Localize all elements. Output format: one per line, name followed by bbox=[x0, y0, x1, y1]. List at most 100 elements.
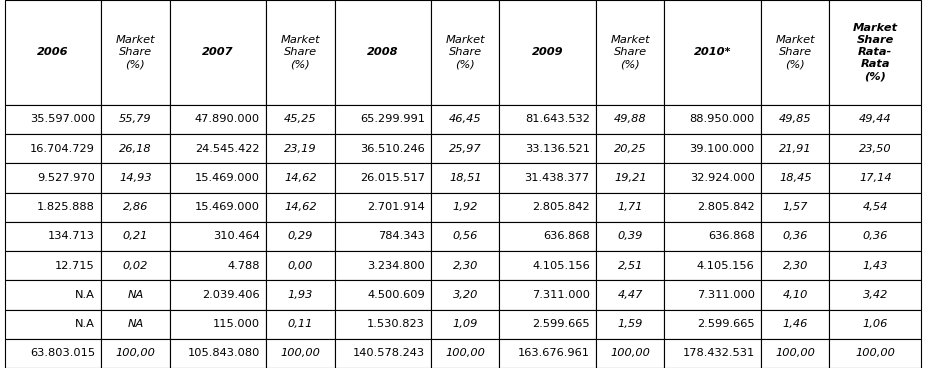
Bar bbox=[334, 339, 432, 368]
Text: N.A: N.A bbox=[75, 290, 95, 300]
Text: 26.015.517: 26.015.517 bbox=[360, 173, 425, 183]
Bar bbox=[830, 280, 921, 309]
Bar bbox=[761, 105, 830, 134]
Bar bbox=[830, 192, 921, 222]
Text: 1.825.888: 1.825.888 bbox=[37, 202, 95, 212]
Bar bbox=[596, 134, 665, 163]
Text: 45,25: 45,25 bbox=[284, 114, 317, 124]
Bar bbox=[665, 309, 761, 339]
Text: 35.597.000: 35.597.000 bbox=[30, 114, 95, 124]
Bar bbox=[499, 339, 596, 368]
Bar bbox=[499, 309, 596, 339]
Text: 1,06: 1,06 bbox=[863, 319, 888, 329]
Text: 46,45: 46,45 bbox=[449, 114, 482, 124]
Text: 1,57: 1,57 bbox=[782, 202, 808, 212]
Bar bbox=[169, 339, 267, 368]
Bar bbox=[169, 309, 267, 339]
Bar bbox=[169, 222, 267, 251]
Text: 4,54: 4,54 bbox=[863, 202, 888, 212]
Text: 134.713: 134.713 bbox=[48, 231, 95, 241]
Bar bbox=[334, 192, 432, 222]
Bar bbox=[432, 134, 499, 163]
Text: 7.311.000: 7.311.000 bbox=[532, 290, 590, 300]
Text: 21,91: 21,91 bbox=[779, 144, 811, 154]
Text: 47.890.000: 47.890.000 bbox=[194, 114, 260, 124]
Bar bbox=[267, 134, 334, 163]
Text: 49,88: 49,88 bbox=[614, 114, 646, 124]
Bar bbox=[169, 280, 267, 309]
Text: 1.530.823: 1.530.823 bbox=[367, 319, 425, 329]
Bar bbox=[5, 251, 102, 280]
Text: 16.704.729: 16.704.729 bbox=[30, 144, 95, 154]
Text: 100,00: 100,00 bbox=[116, 348, 156, 358]
Bar bbox=[334, 222, 432, 251]
Bar bbox=[5, 280, 102, 309]
Text: Market
Share
(%): Market Share (%) bbox=[116, 35, 156, 70]
Bar bbox=[432, 280, 499, 309]
Text: 14,93: 14,93 bbox=[119, 173, 152, 183]
Bar bbox=[267, 339, 334, 368]
Text: 0,11: 0,11 bbox=[288, 319, 313, 329]
Bar bbox=[432, 251, 499, 280]
Bar bbox=[499, 222, 596, 251]
Text: 0,36: 0,36 bbox=[863, 231, 888, 241]
Bar bbox=[334, 163, 432, 192]
Text: 49,44: 49,44 bbox=[859, 114, 892, 124]
Bar bbox=[169, 0, 267, 105]
Bar bbox=[432, 339, 499, 368]
Text: 14,62: 14,62 bbox=[284, 202, 317, 212]
Bar bbox=[499, 105, 596, 134]
Bar bbox=[334, 134, 432, 163]
Text: 1,43: 1,43 bbox=[863, 261, 888, 271]
Text: 0,29: 0,29 bbox=[288, 231, 313, 241]
Bar bbox=[761, 192, 830, 222]
Text: 115.000: 115.000 bbox=[213, 319, 260, 329]
Text: 3,42: 3,42 bbox=[863, 290, 888, 300]
Text: 0,00: 0,00 bbox=[288, 261, 313, 271]
Bar bbox=[665, 134, 761, 163]
Text: 14,62: 14,62 bbox=[284, 173, 317, 183]
Bar bbox=[499, 192, 596, 222]
Bar bbox=[267, 309, 334, 339]
Bar bbox=[665, 222, 761, 251]
Bar bbox=[267, 251, 334, 280]
Text: 1,93: 1,93 bbox=[288, 290, 313, 300]
Bar bbox=[499, 0, 596, 105]
Text: 2.599.665: 2.599.665 bbox=[532, 319, 590, 329]
Text: 784.343: 784.343 bbox=[378, 231, 425, 241]
Text: 2,30: 2,30 bbox=[782, 261, 808, 271]
Text: 2.599.665: 2.599.665 bbox=[697, 319, 755, 329]
Bar bbox=[334, 251, 432, 280]
Bar bbox=[5, 134, 102, 163]
Bar bbox=[5, 309, 102, 339]
Text: 100,00: 100,00 bbox=[610, 348, 650, 358]
Text: N.A: N.A bbox=[75, 319, 95, 329]
Bar bbox=[596, 192, 665, 222]
Text: 26,18: 26,18 bbox=[119, 144, 152, 154]
Bar bbox=[665, 192, 761, 222]
Bar bbox=[761, 134, 830, 163]
Text: 9.527.970: 9.527.970 bbox=[37, 173, 95, 183]
Text: 100,00: 100,00 bbox=[281, 348, 320, 358]
Text: 2.701.914: 2.701.914 bbox=[367, 202, 425, 212]
Text: 2,30: 2,30 bbox=[453, 261, 478, 271]
Text: 0,02: 0,02 bbox=[123, 261, 148, 271]
Bar bbox=[169, 192, 267, 222]
Text: Market
Share
Rata-
Rata
(%): Market Share Rata- Rata (%) bbox=[853, 24, 898, 81]
Text: 17,14: 17,14 bbox=[859, 173, 892, 183]
Bar bbox=[102, 339, 169, 368]
Bar bbox=[5, 192, 102, 222]
Bar bbox=[267, 0, 334, 105]
Text: 2,51: 2,51 bbox=[618, 261, 643, 271]
Bar bbox=[830, 251, 921, 280]
Text: NA: NA bbox=[128, 290, 144, 300]
Bar bbox=[830, 163, 921, 192]
Bar bbox=[432, 0, 499, 105]
Text: 636.868: 636.868 bbox=[543, 231, 590, 241]
Bar bbox=[596, 0, 665, 105]
Text: 2009: 2009 bbox=[532, 47, 564, 57]
Text: Market
Share
(%): Market Share (%) bbox=[281, 35, 320, 70]
Text: 15.469.000: 15.469.000 bbox=[194, 202, 260, 212]
Text: 7.311.000: 7.311.000 bbox=[696, 290, 755, 300]
Text: 140.578.243: 140.578.243 bbox=[353, 348, 425, 358]
